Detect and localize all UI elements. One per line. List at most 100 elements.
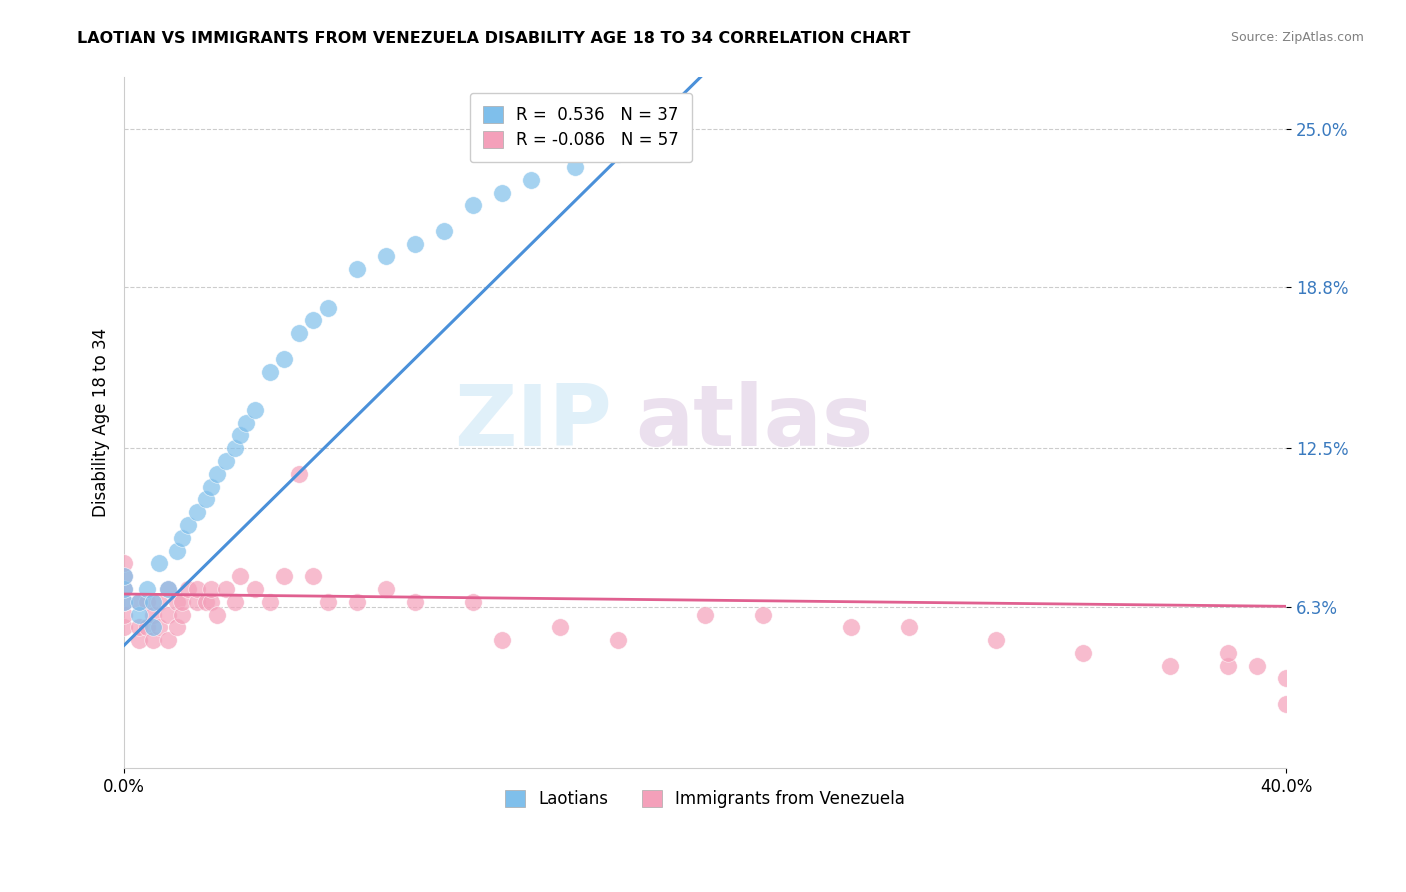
Legend: Laotians, Immigrants from Venezuela: Laotians, Immigrants from Venezuela	[499, 783, 912, 815]
Point	[229, 569, 252, 583]
Point	[1071, 646, 1094, 660]
Point	[665, 134, 688, 148]
Point	[112, 595, 135, 609]
Point	[491, 186, 513, 200]
Point	[404, 595, 426, 609]
Point	[235, 416, 257, 430]
Point	[259, 365, 281, 379]
Point	[316, 301, 339, 315]
Point	[215, 582, 238, 596]
Point	[346, 262, 368, 277]
Text: LAOTIAN VS IMMIGRANTS FROM VENEZUELA DISABILITY AGE 18 TO 34 CORRELATION CHART: LAOTIAN VS IMMIGRANTS FROM VENEZUELA DIS…	[77, 31, 911, 46]
Point	[156, 633, 179, 648]
Point	[112, 595, 135, 609]
Point	[128, 607, 150, 622]
Point	[136, 595, 159, 609]
Point	[128, 633, 150, 648]
Point	[273, 569, 295, 583]
Point	[1218, 658, 1240, 673]
Point	[302, 569, 325, 583]
Point	[607, 633, 630, 648]
Point	[136, 582, 159, 596]
Point	[172, 531, 194, 545]
Point	[166, 543, 188, 558]
Point	[839, 620, 862, 634]
Point	[142, 595, 165, 609]
Point	[112, 582, 135, 596]
Point	[346, 595, 368, 609]
Point	[200, 480, 222, 494]
Point	[287, 467, 309, 481]
Point	[224, 442, 246, 456]
Point	[243, 582, 266, 596]
Point	[205, 607, 228, 622]
Point	[156, 582, 179, 596]
Point	[374, 250, 396, 264]
Point	[156, 607, 179, 622]
Point	[194, 595, 217, 609]
Point	[186, 582, 208, 596]
Point	[112, 620, 135, 634]
Point	[259, 595, 281, 609]
Point	[404, 236, 426, 251]
Point	[461, 595, 484, 609]
Point	[1159, 658, 1181, 673]
Point	[433, 224, 456, 238]
Point	[1275, 672, 1298, 686]
Point	[897, 620, 920, 634]
Point	[166, 620, 188, 634]
Point	[520, 172, 543, 186]
Point	[1275, 697, 1298, 711]
Point	[148, 595, 170, 609]
Point	[112, 582, 135, 596]
Point	[607, 147, 630, 161]
Point	[273, 351, 295, 366]
Text: Source: ZipAtlas.com: Source: ZipAtlas.com	[1230, 31, 1364, 45]
Point	[548, 620, 571, 634]
Text: atlas: atlas	[636, 381, 875, 464]
Point	[136, 620, 159, 634]
Point	[177, 582, 200, 596]
Point	[172, 607, 194, 622]
Point	[148, 557, 170, 571]
Point	[166, 595, 188, 609]
Point	[156, 582, 179, 596]
Point	[128, 595, 150, 609]
Point	[112, 557, 135, 571]
Point	[243, 403, 266, 417]
Point	[205, 467, 228, 481]
Point	[112, 569, 135, 583]
Point	[752, 607, 775, 622]
Point	[128, 620, 150, 634]
Point	[461, 198, 484, 212]
Text: ZIP: ZIP	[454, 381, 613, 464]
Point	[229, 428, 252, 442]
Point	[200, 582, 222, 596]
Point	[1218, 646, 1240, 660]
Point	[128, 595, 150, 609]
Y-axis label: Disability Age 18 to 34: Disability Age 18 to 34	[93, 328, 110, 517]
Point	[984, 633, 1007, 648]
Point	[491, 633, 513, 648]
Point	[142, 633, 165, 648]
Point	[177, 518, 200, 533]
Point	[316, 595, 339, 609]
Point	[142, 620, 165, 634]
Point	[148, 620, 170, 634]
Point	[172, 595, 194, 609]
Point	[194, 492, 217, 507]
Point	[200, 595, 222, 609]
Point	[186, 595, 208, 609]
Point	[224, 595, 246, 609]
Point	[564, 160, 586, 174]
Point	[142, 607, 165, 622]
Point	[1246, 658, 1268, 673]
Point	[112, 607, 135, 622]
Point	[186, 505, 208, 519]
Point	[215, 454, 238, 468]
Point	[695, 607, 717, 622]
Point	[374, 582, 396, 596]
Point	[302, 313, 325, 327]
Point	[287, 326, 309, 341]
Point	[112, 569, 135, 583]
